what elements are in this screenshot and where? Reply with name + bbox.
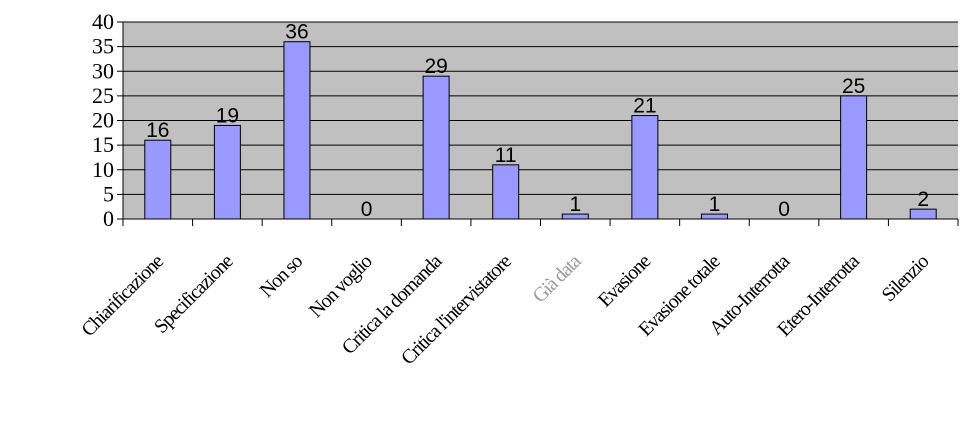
data-label: 0 [361,198,373,221]
y-tick-label: 0 [103,206,114,231]
bar [283,41,311,220]
bar [840,95,868,220]
data-label: 11 [495,144,517,167]
data-label: 1 [709,193,721,216]
data-label: 1 [569,193,581,216]
data-label: 25 [842,75,865,98]
data-label: 16 [146,119,169,142]
bars [144,41,937,220]
data-label: 19 [216,104,239,127]
bar [213,124,241,220]
y-tick-label: 20 [92,108,114,133]
data-label: 36 [285,21,308,44]
y-tick-label: 30 [92,58,114,83]
x-tick-label: Silenzio [878,250,934,306]
x-tick-label: Evasione [594,250,656,312]
y-tick-label: 15 [92,132,114,157]
gridlines [123,21,958,195]
data-label: 21 [633,95,656,118]
x-tick-label: Non voglio [305,250,377,322]
x-tick-label: Non so [256,250,308,302]
y-tick-label: 5 [103,181,114,206]
axes [117,21,959,226]
data-label: 29 [424,55,447,78]
y-tick-label: 10 [92,157,114,182]
y-tick-label: 35 [92,34,114,59]
y-tick-label: 25 [92,83,114,108]
bar [144,139,172,220]
data-label: 0 [778,198,790,221]
y-tick-label: 40 [92,9,114,34]
bar [631,115,659,220]
data-label: 2 [917,188,929,211]
bar [422,75,450,220]
x-tick-label: Già data [529,250,586,307]
bar [492,164,520,220]
